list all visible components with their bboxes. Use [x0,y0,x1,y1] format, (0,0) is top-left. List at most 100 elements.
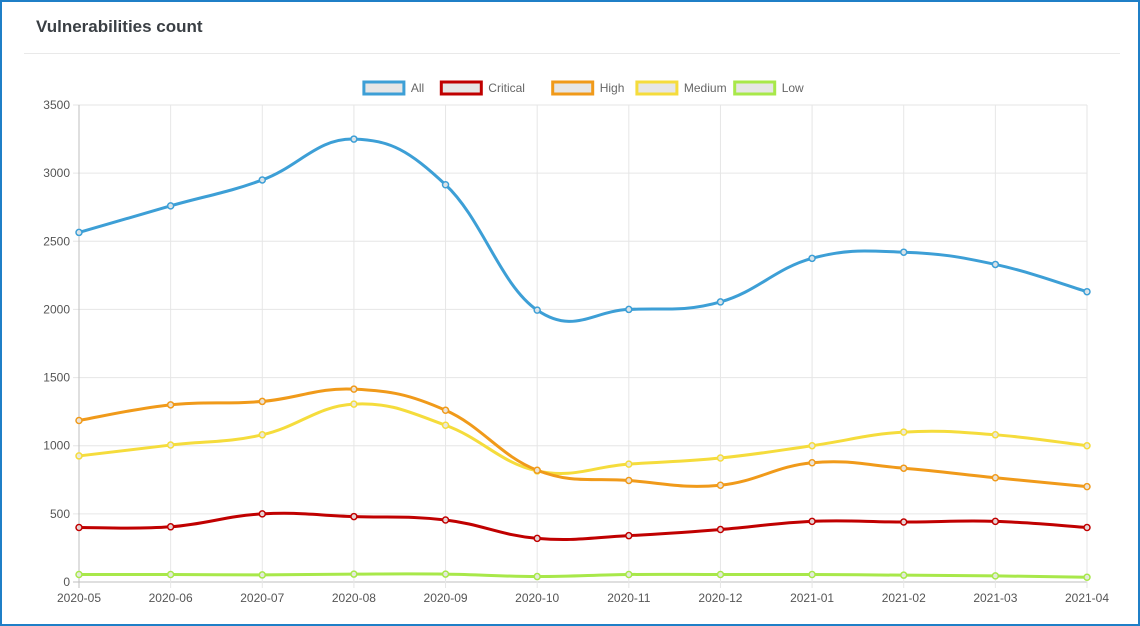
data-point-medium[interactable] [258,431,267,439]
data-point-high[interactable] [899,464,908,472]
data-point-medium[interactable] [991,431,1000,439]
data-point-low[interactable] [716,570,725,579]
legend-swatch-low [733,80,777,96]
data-point-all[interactable] [533,306,541,314]
legend-label-low: Low [782,81,804,95]
x-tick-label: 2020-05 [57,591,101,605]
data-point-medium[interactable] [75,452,83,460]
grid-layer [73,104,1088,588]
legend[interactable]: All Critical High Medium Low [362,80,804,96]
data-point-high[interactable] [441,406,450,415]
legend-swatch-critical [439,80,483,96]
series-line-medium [77,402,1089,475]
y-tick-label: 1500 [43,371,70,385]
data-point-high[interactable] [533,466,541,474]
series-low [75,570,1091,581]
data-point-medium[interactable] [899,428,908,436]
data-point-high[interactable] [1083,482,1091,491]
series-critical [75,510,1091,543]
legend-label-high: High [600,81,625,95]
data-point-all[interactable] [75,228,83,237]
data-point-medium[interactable] [625,460,633,468]
data-point-medium[interactable] [441,421,450,430]
x-tick-label: 2020-12 [698,591,742,605]
series-layer [75,135,1091,581]
data-point-all[interactable] [350,135,358,143]
data-point-all[interactable] [716,298,725,306]
data-point-high[interactable] [808,459,816,467]
data-point-low[interactable] [625,570,633,579]
legend-swatch-high [551,80,595,96]
data-point-low[interactable] [808,570,816,579]
data-point-high[interactable] [625,476,633,485]
data-point-high[interactable] [258,397,267,406]
data-point-low[interactable] [899,571,908,579]
legend-label-medium: Medium [684,81,727,95]
series-all [75,135,1091,323]
data-point-all[interactable] [808,254,816,263]
data-point-all[interactable] [899,248,908,256]
data-point-critical[interactable] [716,525,725,534]
data-point-low[interactable] [991,572,1000,580]
data-point-all[interactable] [991,260,1000,269]
data-point-all[interactable] [625,305,633,314]
x-tick-label: 2021-04 [1065,591,1109,605]
series-line-all [77,137,1089,323]
data-point-critical[interactable] [625,531,633,540]
x-tick-label: 2020-07 [240,591,284,605]
series-line-low [77,572,1089,579]
data-point-medium[interactable] [808,441,816,450]
x-tick-label: 2021-01 [790,591,834,605]
card-title: Vulnerabilities count [36,17,203,36]
data-point-high[interactable] [75,416,83,425]
data-point-critical[interactable] [991,517,1000,526]
data-point-high[interactable] [350,385,358,393]
series-high [75,385,1091,491]
data-point-low[interactable] [441,570,450,578]
legend-item-critical[interactable]: Critical [439,80,525,96]
data-point-critical[interactable] [441,516,450,524]
y-tick-label: 0 [63,575,70,589]
data-point-high[interactable] [166,401,175,409]
y-tick-label: 2500 [43,234,70,248]
legend-item-all[interactable]: All [362,80,424,96]
y-tick-label: 2000 [43,302,70,316]
legend-label-critical: Critical [488,81,525,95]
legend-item-low[interactable]: Low [733,80,804,96]
x-tick-label: 2020-09 [424,591,468,605]
data-point-critical[interactable] [75,523,83,532]
data-point-low[interactable] [258,571,267,579]
data-point-critical[interactable] [1083,523,1091,532]
legend-swatch-all [362,80,406,96]
data-point-low[interactable] [533,572,541,581]
legend-item-high[interactable]: High [551,80,625,96]
card-header: Vulnerabilities count [24,2,1120,54]
data-point-critical[interactable] [808,517,816,526]
data-point-critical[interactable] [899,518,908,526]
data-point-medium[interactable] [716,454,725,462]
data-point-all[interactable] [258,176,267,184]
data-point-medium[interactable] [166,441,175,449]
data-point-low[interactable] [166,570,175,579]
series-line-high [77,387,1089,489]
data-point-all[interactable] [166,202,175,210]
legend-label-all: All [411,81,424,95]
data-point-medium[interactable] [1083,441,1091,450]
data-point-critical[interactable] [258,510,267,518]
x-tick-label: 2020-06 [149,591,193,605]
data-point-low[interactable] [350,570,358,578]
data-point-critical[interactable] [533,534,541,543]
legend-item-medium[interactable]: Medium [635,80,727,96]
data-point-low[interactable] [1083,573,1091,581]
data-point-all[interactable] [441,180,450,189]
data-point-critical[interactable] [350,512,358,521]
data-point-low[interactable] [75,570,83,579]
x-tick-label: 2020-10 [515,591,559,605]
data-point-high[interactable] [991,473,1000,482]
data-point-medium[interactable] [350,400,358,408]
data-point-critical[interactable] [166,523,175,531]
data-point-high[interactable] [716,481,725,489]
data-point-all[interactable] [1083,287,1091,296]
